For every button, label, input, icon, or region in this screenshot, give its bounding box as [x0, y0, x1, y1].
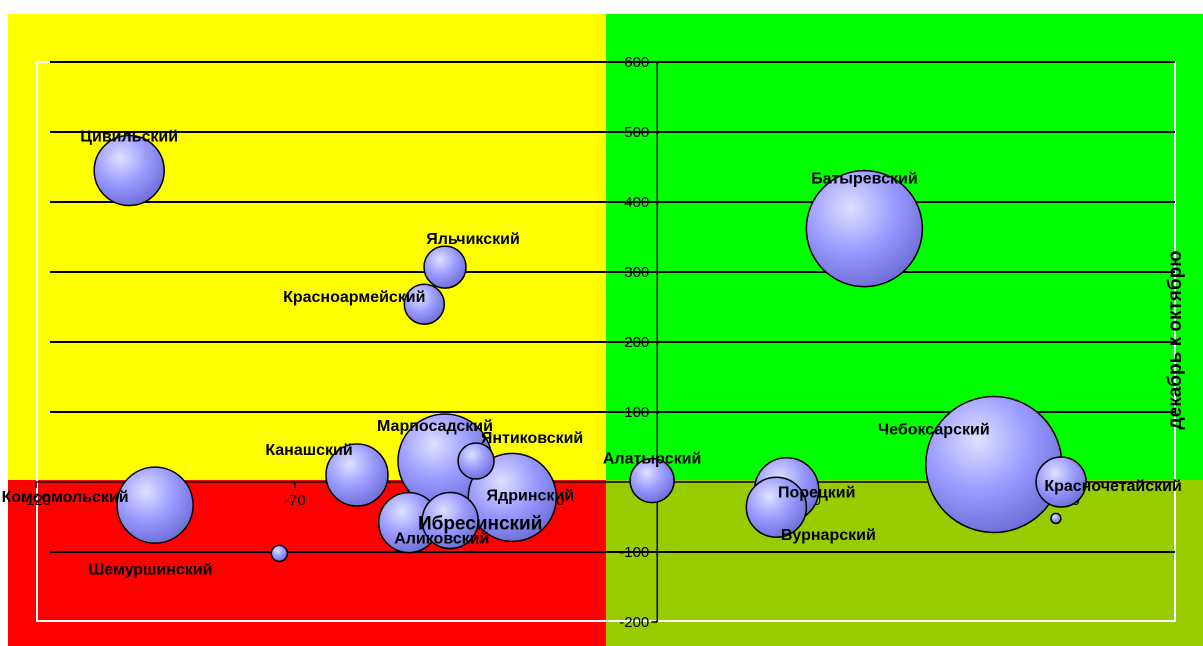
- y-tick-label: -100: [619, 544, 649, 561]
- bubble-label: Чебоксарский: [878, 422, 990, 439]
- bubble-label: Шемуршинский: [88, 561, 212, 578]
- bubble-label: Батыревский: [811, 171, 918, 188]
- bubble: [629, 457, 675, 504]
- bubble: [116, 466, 194, 544]
- x-tick-label: -120: [21, 492, 51, 509]
- bubble-label: Янтиковский: [481, 430, 583, 447]
- y-tick-label: -200: [619, 614, 649, 631]
- bubble: [925, 395, 1063, 534]
- bubble: [745, 476, 808, 538]
- bubble: [403, 283, 446, 325]
- bubble-label: Красноармейский: [283, 289, 425, 306]
- x-tick-label: -70: [284, 492, 306, 509]
- quadrant-top-left: [8, 14, 606, 480]
- tick-labels: 6005004003002001000-100-200-120-70-20308…: [21, 54, 1080, 631]
- y-tick-label: 400: [624, 194, 649, 211]
- bubble-label: Ибресинский: [418, 514, 542, 535]
- bubble: [93, 134, 165, 207]
- bubble: [805, 169, 924, 288]
- bubble-label: Марпосадский: [377, 418, 493, 435]
- bubbles: [93, 134, 1087, 563]
- bubble-label: Цивильский: [80, 129, 178, 146]
- quadrant-bottom-right: [606, 480, 1203, 646]
- bubble-label: Алатырский: [603, 451, 701, 468]
- bubble-label: Канашский: [265, 442, 352, 459]
- bubble-label: Красночетайский: [1044, 478, 1182, 495]
- y-tick-label: 100: [624, 404, 649, 421]
- y-axis-title: декабрь к октябрю: [1165, 251, 1186, 430]
- bubble-label: Аликовский: [394, 531, 489, 548]
- y-tick-label: 300: [624, 264, 649, 281]
- bubble-label: Ядринский: [487, 487, 575, 504]
- bubble-labels: Цивильский Батыревский Яльчикский Красноарм…: [2, 129, 1182, 579]
- y-tick-label: 200: [624, 334, 649, 351]
- y-tick-label: 500: [624, 124, 649, 141]
- bubble-label: Яльчикский: [426, 231, 520, 248]
- bubble: [423, 245, 467, 289]
- bubble-label: Комсомольский: [2, 489, 129, 506]
- bubble-label: Вурнарский: [781, 527, 876, 544]
- gridlines: [50, 61, 1175, 553]
- bubble-label: Порецкий: [778, 485, 855, 502]
- bubble: [421, 491, 479, 550]
- bubble: [270, 544, 289, 563]
- bubble: [457, 442, 495, 480]
- y-tick-label: 600: [624, 54, 649, 71]
- bubble: [467, 452, 558, 543]
- bubble: [325, 443, 389, 507]
- bubble: [1035, 456, 1087, 508]
- bubble: [1050, 512, 1062, 525]
